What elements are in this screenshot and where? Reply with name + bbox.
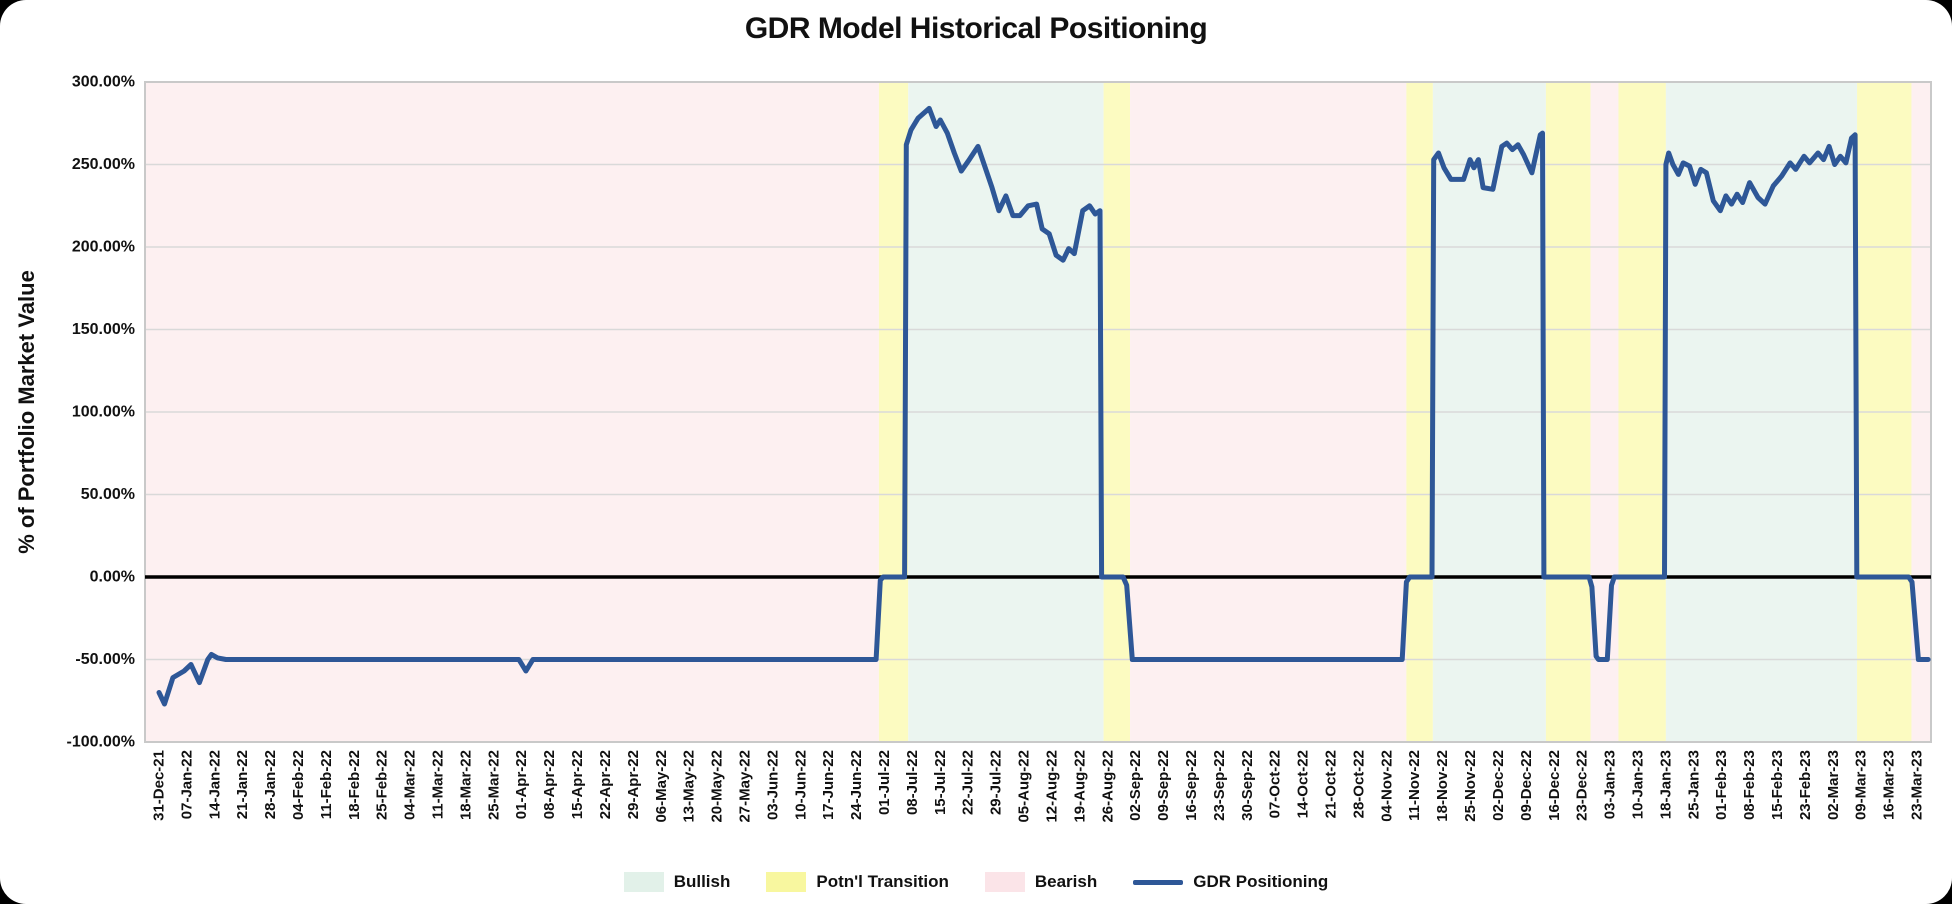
x-tick-label: 04-Nov-22 [1378, 750, 1395, 822]
x-tick-label: 02-Mar-23 [1825, 750, 1842, 820]
chart-title: GDR Model Historical Positioning [744, 12, 1208, 45]
x-tick-label: 01-Apr-22 [513, 750, 530, 819]
x-tick-label: 07-Jan-22 [178, 750, 195, 819]
x-tick-label: 23-Mar-23 [1909, 750, 1926, 820]
x-tick-label: 18-Mar-22 [457, 750, 474, 820]
x-tick-label: 09-Dec-22 [1518, 750, 1535, 821]
x-tick-label: 26-Aug-22 [1099, 750, 1116, 823]
x-tick-label: 03-Jun-22 [764, 750, 781, 820]
x-tick-label: 06-May-22 [653, 750, 670, 823]
legend-label: Potn'l Transition [816, 872, 949, 891]
legend-item-transition: Potn'l Transition [766, 872, 949, 892]
x-tick-label: 21-Oct-22 [1323, 750, 1340, 818]
y-tick-label: 300.00% [72, 74, 135, 91]
x-tick-label: 04-Feb-22 [290, 750, 307, 820]
x-tick-label: 12-Aug-22 [1043, 750, 1060, 823]
x-tick-label: 18-Feb-22 [346, 750, 363, 820]
x-tick-label: 10-Jun-22 [792, 750, 809, 820]
x-tick-label: 22-Apr-22 [597, 750, 614, 819]
x-tick-label: 16-Dec-22 [1546, 750, 1563, 821]
x-tick-label: 25-Nov-22 [1462, 750, 1479, 822]
x-tick-label: 30-Sep-22 [1239, 750, 1256, 821]
x-tick-label: 04-Mar-22 [402, 750, 419, 820]
x-tick-label: 10-Jan-23 [1629, 750, 1646, 819]
x-tick-label: 27-May-22 [736, 750, 753, 823]
y-tick-label: 200.00% [72, 239, 135, 256]
x-tick-label: 09-Sep-22 [1155, 750, 1172, 821]
legend-item-bullish: Bullish [623, 872, 731, 892]
chart-legend: Bullish Potn'l Transition Bearish GDR Posit… [0, 864, 1952, 900]
x-tick-label: 09-Mar-23 [1853, 750, 1870, 820]
x-tick-label: 29-Apr-22 [625, 750, 642, 819]
x-tick-label: 07-Oct-22 [1267, 750, 1284, 818]
x-tick-label: 22-Jul-22 [960, 750, 977, 815]
x-tick-label: 08-Jul-22 [904, 750, 921, 815]
y-tick-label: 50.00% [81, 486, 135, 503]
x-tick-label: 23-Dec-22 [1574, 750, 1591, 821]
x-tick-label: 15-Apr-22 [569, 750, 586, 819]
y-tick-label: -50.00% [75, 651, 135, 668]
y-tick-label: 100.00% [72, 404, 135, 421]
plot-border [144, 81, 1932, 743]
x-tick-label: 19-Aug-22 [1071, 750, 1088, 823]
series-gdr-positioning [156, 105, 1931, 707]
x-tick-label: 08-Feb-23 [1741, 750, 1758, 820]
x-tick-label: 13-May-22 [681, 750, 698, 823]
x-tick-label: 02-Sep-22 [1127, 750, 1144, 821]
x-tick-label: 18-Jan-23 [1657, 750, 1674, 819]
legend-label: GDR Positioning [1193, 872, 1329, 891]
x-tick-label: 21-Jan-22 [234, 750, 251, 819]
legend-swatch-bearish [984, 872, 1025, 892]
legend-swatch-transition [766, 872, 807, 892]
x-tick-label: 01-Feb-23 [1713, 750, 1730, 820]
legend-item-bearish: Bearish [984, 872, 1098, 892]
chart-plot-area: 300.00% 250.00% 200.00% 150.00% 100.00% 50.00… [14, 74, 1932, 823]
x-tick-label: 23-Feb-23 [1797, 750, 1814, 820]
x-tick-label: 02-Dec-22 [1490, 750, 1507, 821]
x-tick-label: 11-Nov-22 [1406, 750, 1423, 821]
legend-line-swatch [1133, 879, 1184, 885]
x-tick-label: 11-Feb-22 [318, 750, 335, 819]
y-tick-label: 0.00% [90, 569, 135, 586]
x-tick-label: 31-Dec-21 [150, 750, 167, 821]
x-tick-label: 20-May-22 [709, 750, 726, 823]
x-tick-label: 16-Sep-22 [1183, 750, 1200, 821]
y-tick-label: 150.00% [72, 321, 135, 338]
legend-label: Bearish [1034, 872, 1098, 891]
x-tick-label: 11-Mar-22 [430, 750, 447, 819]
x-tick-label: 25-Mar-22 [485, 750, 502, 820]
x-tick-label: 14-Oct-22 [1295, 750, 1312, 818]
x-tick-label: 25-Jan-23 [1685, 750, 1702, 819]
x-tick-label: 01-Jul-22 [876, 750, 893, 815]
x-tick-label: 28-Oct-22 [1350, 750, 1367, 818]
x-tick-label: 14-Jan-22 [206, 750, 223, 819]
x-tick-label: 03-Jan-23 [1602, 750, 1619, 819]
x-tick-label: 25-Feb-22 [374, 750, 391, 820]
x-tick-label: 28-Jan-22 [262, 750, 279, 819]
x-tick-label: 08-Apr-22 [541, 750, 558, 819]
legend-label: Bullish [673, 872, 731, 891]
x-tick-label: 24-Jun-22 [848, 750, 865, 820]
x-tick-label: 05-Aug-22 [1016, 750, 1033, 823]
x-tick-label: 29-Jul-22 [988, 750, 1005, 815]
x-tick-label: 23-Sep-22 [1211, 750, 1228, 821]
y-axis-title: % of Portfolio Market Value [14, 270, 39, 554]
y-tick-label: 250.00% [72, 156, 135, 173]
x-tick-label: 17-Jun-22 [820, 750, 837, 820]
x-tick-label: 16-Mar-23 [1881, 750, 1898, 820]
legend-swatch-bullish [623, 872, 664, 892]
x-tick-label: 18-Nov-22 [1434, 750, 1451, 822]
legend-item-line: GDR Positioning [1133, 872, 1328, 892]
x-tick-label: 15-Jul-22 [932, 750, 949, 815]
x-tick-label: 15-Feb-23 [1769, 750, 1786, 820]
y-tick-label: -100.00% [67, 734, 136, 751]
